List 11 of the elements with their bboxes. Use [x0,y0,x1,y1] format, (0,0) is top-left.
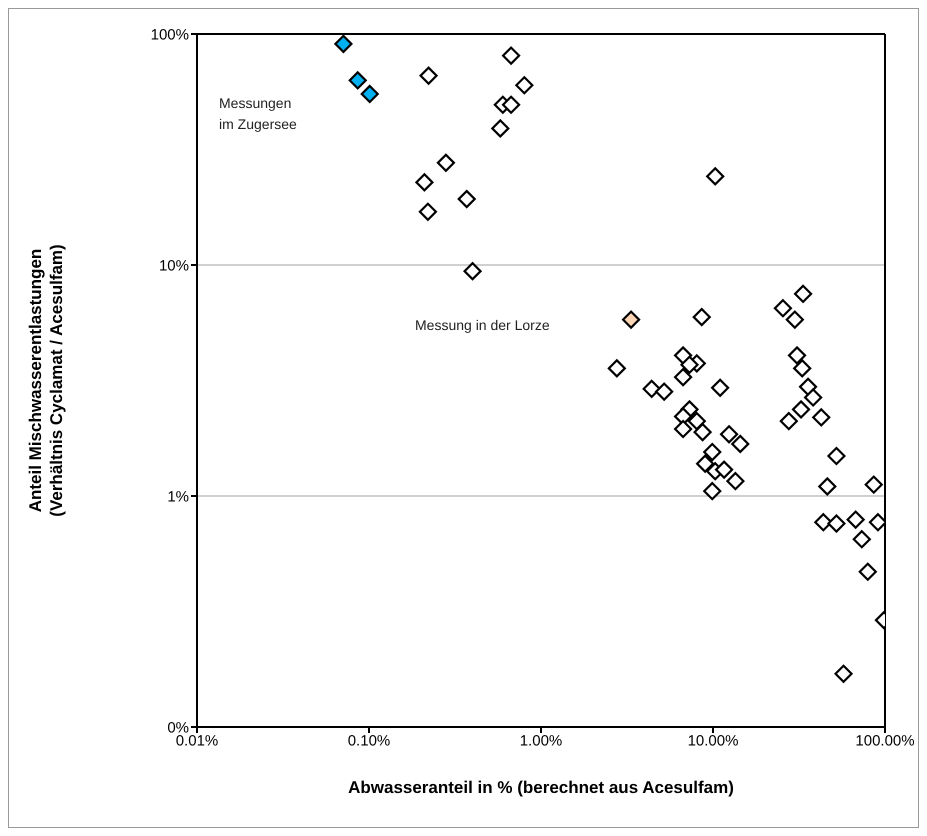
y-tick-label: 100% [150,26,189,44]
x-axis-title: Abwasseranteil in % (berechnet aus Acesulfam) [348,778,734,797]
x-tick-label: 10.00% [688,732,738,750]
x-tick-label: 0.10% [348,732,390,750]
x-tick-label: 100.00% [855,732,915,750]
annotation: Messung in der Lorze [415,316,550,335]
annotation: Messungen im Zugersee [219,94,297,134]
y-tick-label: 10% [158,257,189,274]
y-axis-title: Anteil Mischwasserentlastungen (Verhältnis Cyclamat / Acesulfam) [26,244,66,517]
y-tick-label: 1% [167,488,189,506]
x-tick-label: 1.00% [520,732,562,750]
